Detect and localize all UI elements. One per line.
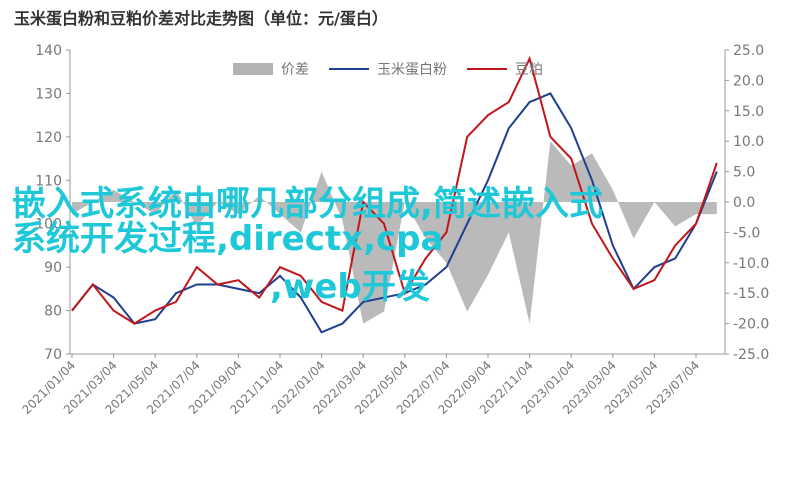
y2-tick-label: 25.0	[733, 43, 764, 59]
y2-tick-label: -15.0	[733, 286, 769, 302]
legend-swatch	[233, 63, 273, 75]
legend-label: 豆粕	[515, 62, 543, 78]
y2-tick-label: 0.0	[733, 195, 755, 211]
area	[72, 141, 717, 324]
y-tick-label: 100	[35, 217, 62, 233]
y-tick-label: 70	[44, 347, 62, 363]
y2-tick-label: 10.0	[733, 134, 764, 150]
y2-tick-label: -25.0	[733, 347, 769, 363]
legend-label: 价差	[281, 62, 309, 78]
y2-tick-label: 5.0	[733, 165, 755, 181]
line	[71, 92, 718, 334]
overlay-text: 嵌入式系统由哪几部分组成,简述嵌入式	[12, 184, 603, 224]
legend-label: 玉米蛋白粉	[377, 62, 447, 78]
y-tick-label: 110	[35, 173, 62, 189]
y2-tick-label: 20.0	[733, 73, 764, 89]
overlay-text: 系统开发过程,directx,cpa	[12, 219, 443, 259]
overlay-text: ,web开发	[270, 267, 430, 307]
y-tick-label: 120	[35, 130, 62, 146]
y-tick-label: 140	[35, 43, 62, 59]
y2-tick-label: -20.0	[733, 317, 769, 333]
chart-title: 玉米蛋白粉和豆粕价差对比走势图（单位：元/蛋白）	[14, 9, 388, 28]
line	[71, 55, 718, 325]
y2-tick-label: -10.0	[733, 256, 769, 272]
y-tick-label: 130	[35, 86, 62, 102]
y-tick-label: 80	[44, 304, 62, 320]
y2-tick-label: 15.0	[733, 104, 764, 120]
y-tick-label: 90	[44, 260, 62, 276]
y2-tick-label: -5.0	[733, 225, 760, 241]
